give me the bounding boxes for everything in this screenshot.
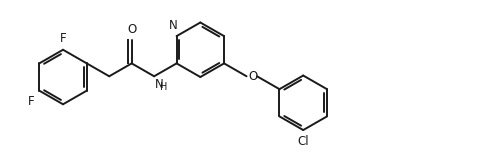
Text: N: N	[154, 78, 164, 91]
Text: O: O	[248, 70, 258, 83]
Text: F: F	[60, 32, 66, 45]
Text: H: H	[160, 82, 168, 92]
Text: O: O	[127, 23, 136, 36]
Text: F: F	[28, 95, 34, 108]
Text: N: N	[169, 19, 178, 32]
Text: Cl: Cl	[298, 135, 309, 148]
